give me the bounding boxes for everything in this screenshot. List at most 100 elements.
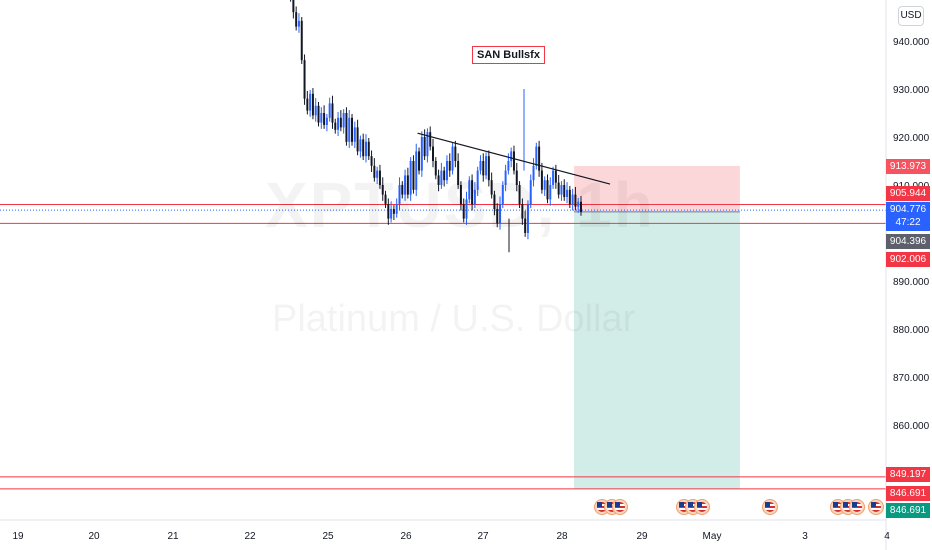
time-tick-label: 28 [556,531,568,542]
level-tag-stop-2: 846.691 [886,486,930,501]
candle-body [546,180,549,200]
bar-countdown: 47:22 [895,217,921,228]
candle-body [465,199,468,219]
candle-body [317,105,320,123]
candle-body [518,185,521,205]
chart-annotation[interactable]: SAN Bullsfx [472,46,545,64]
candle-body [479,161,482,171]
candle-body [571,194,574,205]
trendline [417,132,611,185]
candle-body [485,156,488,176]
us-flag-event-icon[interactable] [868,499,884,515]
horizontal-levels [0,203,886,490]
candle-body [292,0,295,13]
candle-body [504,170,507,185]
stop-zone [574,165,740,212]
currency-button[interactable]: USD [898,6,924,26]
candle-body [540,170,543,190]
candle-body [434,161,437,176]
candle-body [512,151,515,171]
candle-body [367,141,370,157]
candle-body [314,105,317,116]
candle-body [395,204,398,214]
level-tag-stop-1: 849.197 [886,467,930,482]
candle-body [510,151,513,161]
time-tick-label: 25 [322,531,334,542]
candle-body [401,185,404,195]
candle-body [348,117,351,142]
price-tick-label: 880.000 [893,325,930,336]
us-flag-event-icon[interactable] [612,499,628,515]
candle-body [482,161,485,176]
candle-body [577,201,580,207]
candle-body [538,146,541,171]
candle-body [490,180,493,195]
time-tick-label: 19 [12,531,24,542]
candle-body [443,170,446,181]
price-tick-label: 920.000 [893,133,930,144]
target-zone [574,211,740,489]
us-flag-event-icon[interactable] [694,499,710,515]
us-flag-event-icon[interactable] [762,499,778,515]
candle-body [454,146,457,161]
candle-body [331,103,334,123]
candle-body [568,189,571,205]
candle-body [359,139,362,152]
candle-body [566,189,569,197]
candle-body [580,201,582,212]
candle-body [309,93,312,111]
us-flag-event-icon[interactable] [849,499,865,515]
candle-body [373,165,376,178]
candle-body [342,113,345,128]
candle-body [376,170,379,178]
candle-body [499,204,502,224]
candle-body [462,204,465,219]
position-box [574,165,740,489]
candle-body [440,170,443,185]
candle-body [295,12,298,27]
price-tick-label: 890.000 [893,277,930,288]
candle-body [560,185,563,195]
candle-body [429,132,432,147]
candle-body [493,194,496,209]
candle-body [362,139,365,157]
candle-body [398,185,401,205]
candle-body [426,132,429,157]
candle-body [507,161,510,171]
time-tick-label: 4 [884,531,890,542]
candle-body [420,137,423,171]
candle-body [543,180,546,190]
level-tag-entry-top: 905.944 [886,186,930,201]
current-price-value: 904.776 [889,204,927,215]
candles [290,0,582,253]
candle-body [473,189,476,205]
candle-body [412,161,415,190]
candle-body [451,146,454,171]
candle-body [356,127,359,152]
candle-body [392,209,395,214]
candle-body [334,122,337,130]
descending-trendline [417,132,611,185]
time-tick-label: May [703,531,722,542]
candle-body [384,194,387,205]
time-tick-label: 3 [802,531,808,542]
candle-body [351,117,354,142]
candle-body [297,20,300,27]
price-tick-label: 940.000 [893,37,930,48]
candle-body [339,117,342,128]
candle-body [300,20,303,61]
candle-body [557,182,560,195]
candle-body [552,170,555,185]
candle-body [325,117,328,125]
candle-body [501,185,504,205]
candle-body [320,113,323,123]
price-tick-label: 860.000 [893,421,930,432]
candle-body [476,170,479,190]
candle-body [459,185,462,205]
candle-body [418,151,421,171]
candle-body [496,209,499,224]
candle-body [328,103,331,118]
price-tick-label: 870.000 [893,373,930,384]
candle-body [337,117,340,130]
